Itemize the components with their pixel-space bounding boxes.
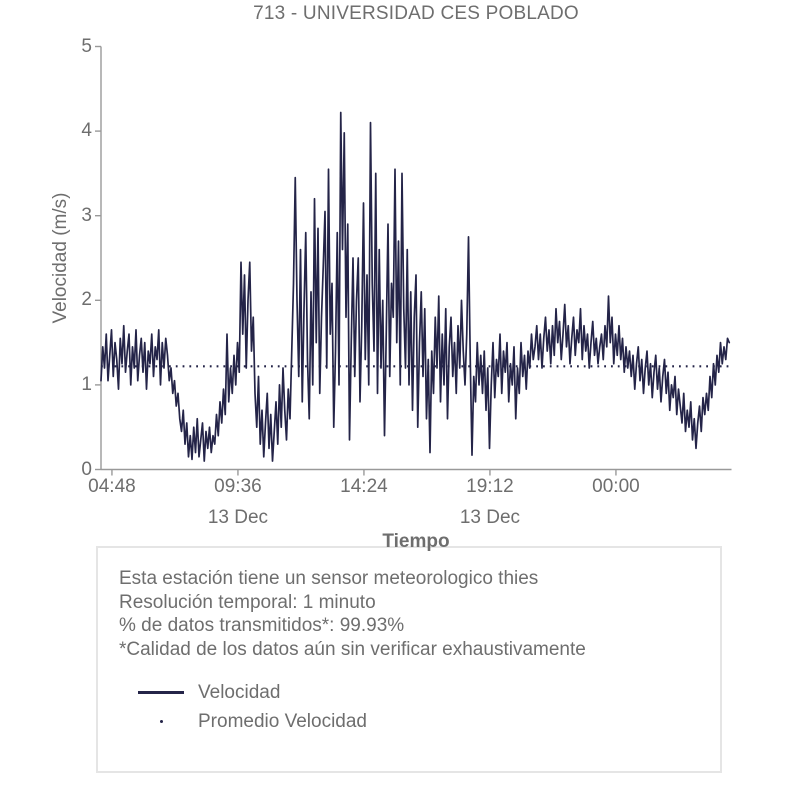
x-tick-label: 14:24	[340, 476, 388, 497]
station-quality-line: *Calidad de los datos aún sin verificar …	[119, 638, 586, 660]
y-axis-title: Velocidad (m/s)	[50, 192, 71, 324]
x-date-label: 13 Dec	[459, 507, 521, 528]
y-tick-label: 0	[81, 458, 92, 480]
x-tick-label: 04:48	[88, 476, 136, 497]
average-dot-swatch	[138, 720, 184, 723]
legend-entries: Velocidad Promedio Velocidad	[98, 678, 720, 736]
station-sensor-line: Esta estación tiene un sensor meteorolog…	[119, 568, 539, 589]
station-info-legend-box: Esta estación tiene un sensor meteorolog…	[96, 546, 722, 773]
station-resolution-line: Resolución temporal: 1 minuto	[119, 591, 376, 613]
x-tick-label: 09:36	[214, 476, 262, 497]
y-tick-label: 4	[81, 120, 92, 142]
x-axis-title: Tiempo	[382, 531, 450, 552]
legend-entry-velocidad[interactable]: Velocidad	[98, 678, 720, 707]
velocity-line-series	[100, 111, 731, 462]
station-transmitted-line: % de datos transmitidos*: 99.93%	[119, 615, 405, 636]
velocity-chart-canvas[interactable]	[0, 0, 806, 545]
y-tick-label: 1	[81, 373, 92, 395]
y-tick-label: 3	[81, 204, 92, 226]
station-info-text: Esta estación tiene un sensor meteorolog…	[98, 548, 720, 661]
y-tick-label: 2	[81, 289, 92, 311]
legend-entry-promedio-velocidad[interactable]: Promedio Velocidad	[98, 707, 720, 736]
velocity-line-swatch	[138, 691, 184, 694]
axis-layer	[95, 45, 732, 476]
x-tick-label: 19:12	[466, 476, 514, 497]
legend-entry-label: Promedio Velocidad	[198, 710, 367, 732]
legend-entry-label: Velocidad	[198, 681, 281, 703]
x-tick-label: 00:00	[592, 476, 640, 497]
chart-title: 713 - UNIVERSIDAD CES POBLADO	[253, 3, 579, 24]
x-date-label: 13 Dec	[207, 507, 269, 528]
y-tick-label: 5	[81, 35, 92, 57]
